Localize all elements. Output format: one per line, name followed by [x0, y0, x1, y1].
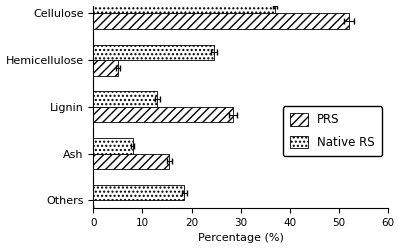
Legend: PRS, Native RS: PRS, Native RS — [283, 106, 382, 156]
Bar — [94, 45, 214, 60]
Bar — [94, 13, 349, 29]
Bar — [94, 60, 118, 76]
Bar — [94, 185, 184, 200]
Bar — [94, 154, 170, 169]
Bar — [94, 107, 233, 122]
Bar — [94, 0, 275, 13]
X-axis label: Percentage (%): Percentage (%) — [198, 234, 284, 244]
Bar — [94, 138, 133, 154]
Bar — [94, 91, 157, 107]
